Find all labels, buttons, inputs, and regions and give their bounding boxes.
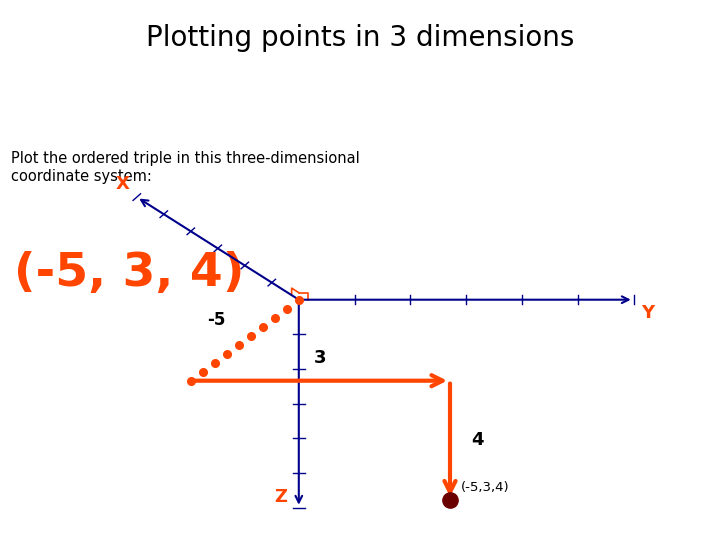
Text: Plot the ordered triple in this three-dimensional
coordinate system:: Plot the ordered triple in this three-di… xyxy=(11,151,359,184)
Text: -5: -5 xyxy=(207,312,225,329)
Text: Z: Z xyxy=(274,488,287,506)
Text: Y: Y xyxy=(642,304,654,322)
Text: 3: 3 xyxy=(314,349,327,367)
Text: 4: 4 xyxy=(472,431,484,449)
Text: Plotting points in 3 dimensions: Plotting points in 3 dimensions xyxy=(146,24,574,52)
Text: X: X xyxy=(115,174,130,193)
Text: (-5,3,4): (-5,3,4) xyxy=(461,481,510,494)
Text: (-5, 3, 4): (-5, 3, 4) xyxy=(14,251,245,296)
